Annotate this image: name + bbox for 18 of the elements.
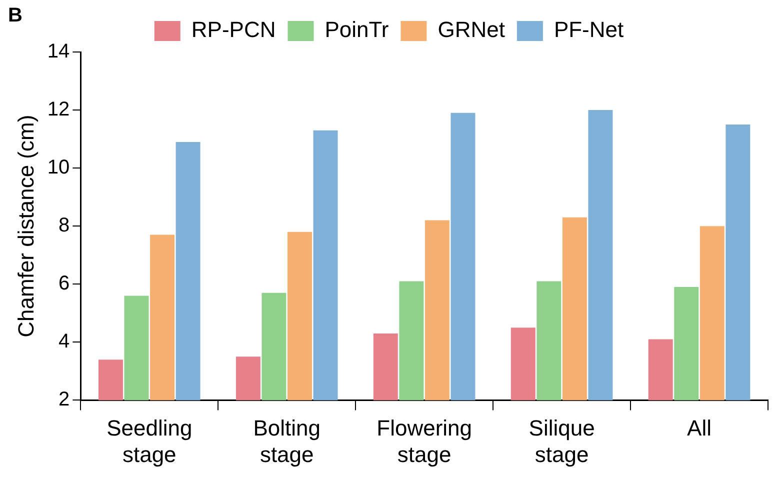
legend-label: RP-PCN [191, 17, 276, 42]
y-tick-label: 12 [47, 98, 70, 121]
legend-label: GRNet [438, 17, 505, 42]
x-tick-label: Flowering stage [376, 415, 472, 467]
x-tick-label: Silique stage [528, 415, 595, 467]
x-tick-label: All [687, 415, 712, 440]
legend-label: PoinTr [324, 17, 389, 42]
y-tick-label: 4 [58, 330, 70, 353]
legend-label: PF-Net [554, 17, 624, 42]
y-tick-label: 6 [58, 272, 70, 295]
y-tick-label: 2 [58, 388, 70, 411]
y-axis-title: Chamfer distance (cm) [13, 114, 38, 338]
y-tick-label: 14 [47, 40, 70, 63]
y-tick-label: 10 [47, 156, 70, 179]
x-tick-label: Bolting stage [253, 415, 320, 467]
x-tick-label: Seedling stage [106, 415, 192, 467]
text: B [8, 4, 22, 27]
y-tick-label: 8 [58, 214, 70, 237]
